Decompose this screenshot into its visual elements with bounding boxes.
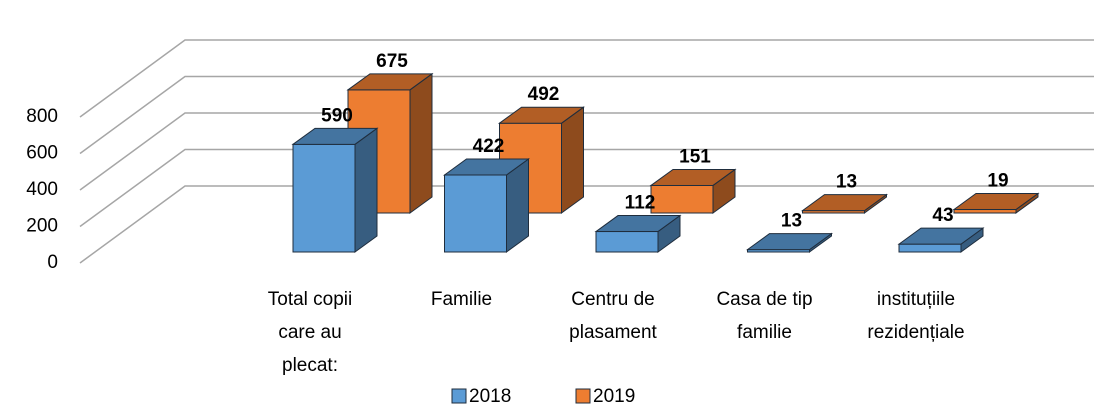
data-label: 675 [376, 51, 408, 72]
bar-front [650, 184, 714, 214]
x-tick-label: Centru de plasament [569, 289, 657, 343]
bar-top [442, 158, 531, 176]
y-tick-label: 600 [26, 143, 58, 164]
bar [594, 214, 682, 253]
bar [952, 192, 1040, 214]
bar-top [594, 215, 682, 233]
grid-line [79, 75, 1094, 155]
data-label: 422 [473, 136, 505, 157]
bar-top [745, 233, 834, 251]
y-tick-label: 400 [26, 179, 58, 200]
data-label: 13 [836, 172, 857, 193]
bar-top [346, 73, 434, 91]
data-label: 112 [625, 193, 656, 214]
y-tick-label: 0 [47, 252, 58, 273]
bar [442, 158, 531, 253]
bar-front [595, 231, 659, 253]
legend-swatch [451, 388, 467, 404]
x-tick-label: Casa de tip familie [716, 289, 812, 343]
grid-line [79, 39, 1094, 118]
bar-top [497, 106, 586, 124]
data-label: 43 [932, 205, 953, 226]
bar-front [444, 174, 507, 253]
y-tick-label: 800 [26, 106, 58, 127]
bar [800, 193, 889, 214]
bar-side [354, 127, 378, 253]
data-label: 13 [781, 211, 802, 232]
x-tick-label: Familie [431, 289, 492, 310]
bar-top [800, 194, 889, 212]
bar-side [409, 72, 433, 214]
data-label: 590 [321, 105, 353, 126]
x-tick-label: Total copii care au plecat: [268, 289, 353, 376]
x-tick-label: instituțiile rezidențiale [867, 289, 964, 343]
bar-top [952, 193, 1040, 211]
bar-top [649, 168, 737, 186]
grid-line [79, 148, 1094, 228]
bar-side [561, 106, 584, 214]
data-label: 19 [987, 171, 1008, 192]
bar-top [291, 127, 379, 145]
bar [649, 168, 737, 214]
bar-front [953, 209, 1017, 214]
y-tick-label: 200 [26, 216, 58, 237]
legend-swatch [575, 388, 591, 404]
bar-front [292, 143, 356, 253]
bar [291, 127, 379, 253]
legend-label: 2019 [593, 386, 635, 407]
data-label: 492 [528, 84, 560, 105]
bar-top [897, 227, 985, 245]
bar [897, 227, 985, 253]
bar [745, 232, 834, 253]
grid-line [79, 185, 1094, 264]
legend-label: 2018 [469, 386, 511, 407]
bar-front [898, 243, 962, 253]
grid-line [79, 112, 1094, 191]
data-label: 151 [679, 146, 711, 167]
